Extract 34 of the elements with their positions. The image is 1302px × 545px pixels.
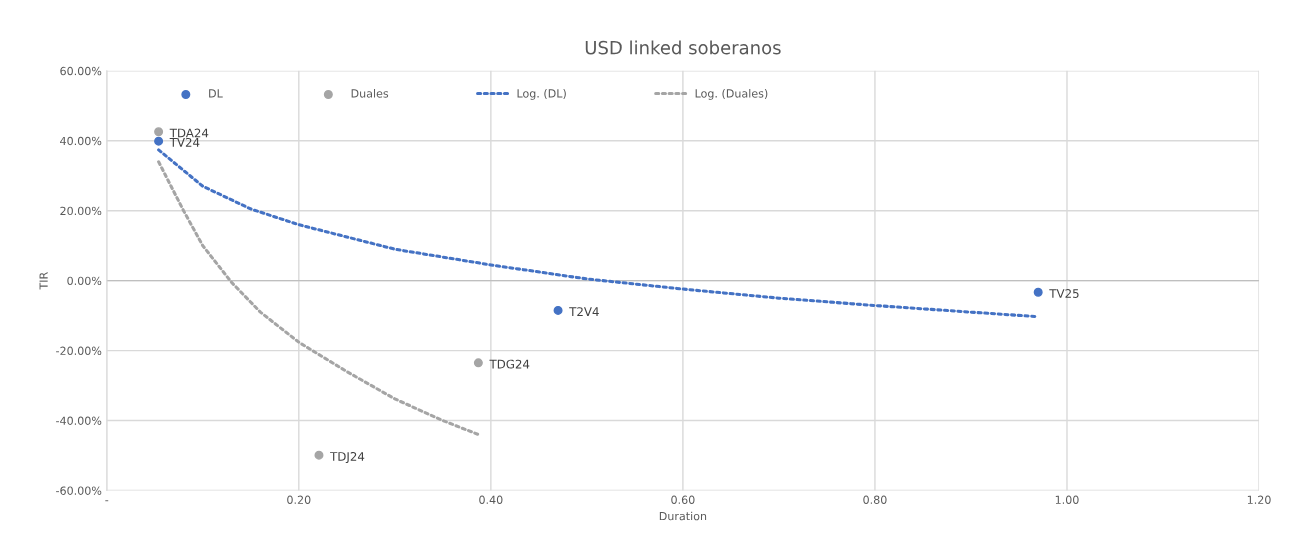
annotation: TV24 <box>169 137 200 147</box>
y-tick-label: -40.00% <box>56 416 102 425</box>
legend-label: Log. (Duales) <box>695 89 768 100</box>
annotation: TDA24 <box>169 128 209 138</box>
point <box>1033 287 1043 297</box>
legend-label: Duales <box>351 89 389 98</box>
point <box>314 450 324 460</box>
legend-label: Log. (DL) <box>517 89 566 100</box>
annotation: TDG24 <box>489 359 530 369</box>
y-tick-label: 60.00% <box>60 66 102 76</box>
x-tick-label: 0.80 <box>863 495 887 504</box>
y-tick-label: 20.00% <box>60 206 102 216</box>
chart-title: USD linked soberanos <box>585 40 781 55</box>
y-tick-label: -20.00% <box>56 346 102 355</box>
point <box>154 127 164 137</box>
y-tick-label: 40.00% <box>60 136 102 146</box>
annotation: TV25 <box>1049 289 1079 298</box>
x-tick-label: 0.20 <box>287 495 311 504</box>
x-axis-title: Duration <box>659 511 707 521</box>
y-tick-label: 0.00% <box>67 276 102 286</box>
y-tick-label: -60.00% <box>56 486 102 495</box>
legend-label: DL <box>209 89 223 98</box>
y-axis-title: TIR <box>39 272 48 290</box>
x-tick-label: 1.20 <box>1247 495 1271 504</box>
annotation: TDJ24 <box>330 451 365 464</box>
point <box>473 358 483 368</box>
annotation: T2V4 <box>569 307 599 316</box>
x-tick-label: 0.60 <box>671 495 695 504</box>
point <box>154 136 164 146</box>
point <box>553 305 563 315</box>
x-tick-label: 0.40 <box>479 495 503 504</box>
line-series <box>157 160 480 437</box>
x-tick-label: 1.00 <box>1055 495 1079 504</box>
x-tick-label: - <box>105 500 109 502</box>
